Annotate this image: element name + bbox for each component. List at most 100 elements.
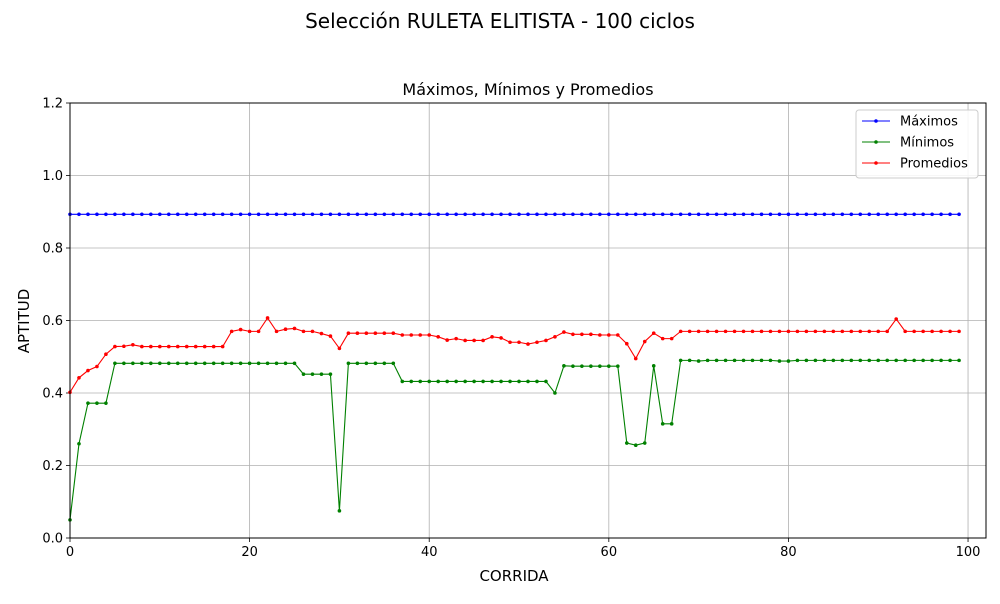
data-point-promedios — [400, 333, 405, 337]
data-point-promedios — [158, 344, 162, 349]
data-point-minimos — [580, 364, 584, 368]
data-point-maximos — [283, 212, 288, 217]
data-point-minimos — [319, 372, 324, 376]
data-point-minimos — [149, 361, 153, 366]
y-tick-label: 0.2 — [42, 459, 63, 474]
data-point-promedios — [714, 329, 719, 334]
data-point-promedios — [571, 332, 575, 337]
data-point-promedios — [759, 329, 764, 334]
data-point-promedios — [517, 340, 521, 345]
data-point-maximos — [804, 212, 809, 217]
plot-frame — [69, 102, 987, 539]
data-point-minimos — [481, 379, 485, 384]
x-tick-label: 60 — [601, 545, 618, 560]
data-point-minimos — [427, 379, 432, 384]
data-point-maximos — [903, 212, 907, 217]
data-point-promedios — [687, 329, 692, 334]
data-point-promedios — [858, 329, 863, 334]
data-point-minimos — [795, 358, 800, 363]
data-point-maximos — [77, 212, 81, 217]
data-point-maximos — [400, 212, 405, 217]
data-point-promedios — [140, 344, 144, 349]
data-point-minimos — [184, 361, 189, 366]
data-point-minimos — [858, 358, 863, 363]
data-point-maximos — [104, 212, 108, 217]
data-point-minimos — [876, 358, 881, 363]
data-point-minimos — [283, 361, 288, 366]
data-point-minimos — [768, 358, 773, 363]
data-point-minimos — [624, 441, 629, 445]
data-point-promedios — [355, 331, 360, 335]
data-point-promedios — [777, 329, 782, 334]
data-point-minimos — [122, 361, 126, 366]
data-point-minimos — [104, 401, 108, 405]
data-point-minimos — [786, 359, 791, 363]
data-point-maximos — [472, 212, 476, 217]
data-point-maximos — [418, 212, 423, 217]
data-point-maximos — [777, 212, 782, 217]
y-tick-label: 0.4 — [42, 387, 63, 402]
data-point-promedios — [337, 346, 342, 351]
data-point-maximos — [526, 212, 530, 217]
data-point-minimos — [166, 361, 171, 366]
data-point-minimos — [95, 401, 99, 405]
data-point-minimos — [472, 379, 476, 384]
data-point-minimos — [364, 361, 369, 366]
data-point-promedios — [580, 332, 584, 337]
series-line-minimos — [69, 359, 960, 520]
data-point-promedios — [508, 340, 512, 345]
data-point-maximos — [831, 212, 836, 217]
data-point-promedios — [265, 316, 270, 320]
data-point-minimos — [301, 372, 306, 376]
y-axis-label: APTITUD — [15, 289, 33, 354]
data-point-promedios — [175, 344, 180, 349]
y-tick-label: 1.0 — [42, 169, 63, 184]
data-point-minimos — [346, 361, 351, 366]
data-point-minimos — [903, 358, 907, 363]
data-point-promedios — [660, 336, 665, 341]
data-point-promedios — [283, 327, 288, 332]
data-point-maximos — [633, 212, 638, 217]
data-point-minimos — [813, 358, 818, 363]
data-point-minimos — [131, 361, 135, 366]
data-point-promedios — [633, 356, 638, 361]
data-point-promedios — [436, 335, 440, 339]
data-point-maximos — [840, 212, 845, 217]
data-point-minimos — [616, 364, 620, 368]
data-point-minimos — [759, 358, 764, 363]
data-point-promedios — [741, 329, 746, 334]
data-point-promedios — [328, 334, 333, 338]
data-point-maximos — [149, 212, 153, 217]
data-point-promedios — [184, 344, 189, 349]
legend-label-promedios: Promedios — [900, 157, 968, 172]
data-point-minimos — [849, 358, 854, 363]
data-point-minimos — [669, 422, 674, 426]
data-point-minimos — [840, 358, 845, 363]
data-point-maximos — [759, 212, 764, 217]
data-point-minimos — [355, 361, 360, 366]
data-point-maximos — [930, 212, 934, 217]
data-point-maximos — [822, 212, 827, 217]
x-tick-label: 0 — [66, 545, 74, 560]
legend-label-maximos: Máximos — [900, 115, 958, 130]
data-point-promedios — [247, 329, 252, 334]
data-point-minimos — [202, 361, 207, 366]
data-point-minimos — [562, 364, 566, 368]
data-point-maximos — [499, 212, 503, 217]
data-point-maximos — [481, 212, 485, 217]
data-point-promedios — [409, 333, 414, 337]
data-point-maximos — [571, 212, 575, 217]
data-point-minimos — [292, 361, 297, 366]
data-point-minimos — [140, 361, 144, 366]
data-point-maximos — [140, 212, 144, 217]
data-point-promedios — [418, 333, 423, 337]
data-point-promedios — [86, 368, 90, 373]
data-point-minimos — [921, 358, 925, 363]
data-point-promedios — [131, 342, 135, 347]
data-point-maximos — [247, 212, 252, 217]
data-point-minimos — [113, 361, 117, 366]
data-point-promedios — [669, 336, 674, 341]
series-lines — [68, 212, 961, 522]
data-point-minimos — [193, 361, 198, 366]
